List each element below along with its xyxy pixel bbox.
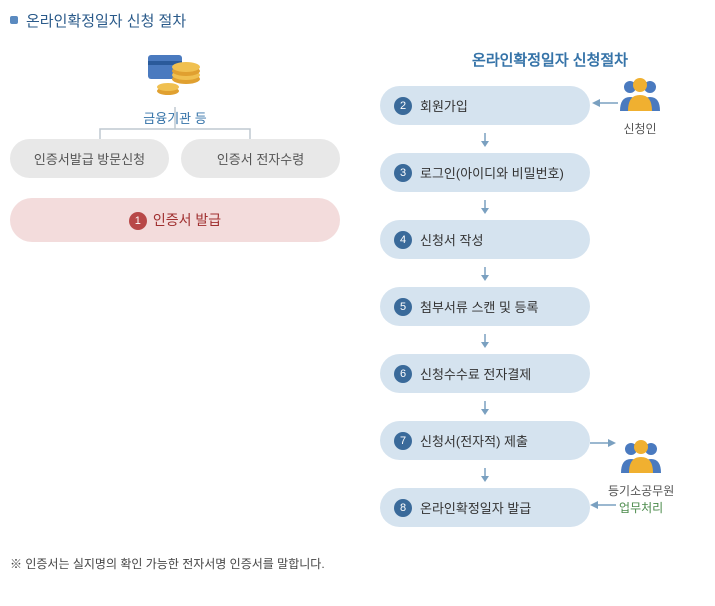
step-box-7: 7 신청서(전자적) 제출 — [380, 421, 590, 460]
actor-officer-label: 등기소공무원 — [608, 482, 674, 499]
down-arrow-icon — [380, 133, 590, 147]
step-badge: 4 — [394, 231, 412, 249]
down-arrow-icon — [380, 267, 590, 281]
step-label: 로그인(아이디와 비밀번호) — [420, 163, 564, 182]
arrow-from-officer — [590, 499, 616, 511]
step-box-3: 3 로그인(아이디와 비밀번호) — [380, 153, 590, 192]
right-column: 온라인확정일자 신청절차 2 회원가입 3 로그인(아이디와 비밀번호) 4 신청서 작성… — [380, 49, 690, 535]
step-label: 신청서 작성 — [420, 230, 483, 249]
gray-box-visit: 인증서발급 방문신청 — [10, 139, 169, 178]
down-arrow-icon — [380, 334, 590, 348]
red-badge: 1 — [129, 212, 147, 230]
step-label: 신청서(전자적) 제출 — [420, 431, 528, 450]
people-icon — [619, 439, 663, 475]
footnote: ※ 인증서는 실지명의 확인 가능한 전자서명 인증서를 말합니다. — [10, 555, 705, 572]
step-badge: 6 — [394, 365, 412, 383]
down-arrow-icon — [380, 200, 590, 214]
right-title: 온라인확정일자 신청절차 — [380, 49, 690, 70]
finance-icon-label: 금융기관 등 — [10, 108, 340, 127]
red-box-cert: 1 인증서 발급 — [10, 198, 340, 242]
step-box-4: 4 신청서 작성 — [380, 220, 590, 259]
step-badge: 8 — [394, 499, 412, 517]
diagram-container: 금융기관 등 인증서발급 방문신청 인증서 전자수령 1 인증서 발급 온라인확정… — [10, 49, 705, 535]
step-badge: 5 — [394, 298, 412, 316]
step-label: 온라인확정일자 발급 — [420, 498, 531, 517]
arrow-from-applicant — [592, 97, 618, 109]
step-label: 첨부서류 스캔 및 등록 — [420, 297, 538, 316]
left-column: 금융기관 등 인증서발급 방문신청 인증서 전자수령 1 인증서 발급 — [10, 49, 340, 535]
step-box-6: 6 신청수수료 전자결제 — [380, 354, 590, 393]
finance-icon — [10, 49, 340, 102]
step-box-2: 2 회원가입 — [380, 86, 590, 125]
step-badge: 3 — [394, 164, 412, 182]
down-arrow-icon — [380, 468, 590, 482]
step-badge: 2 — [394, 97, 412, 115]
page-title: 온라인확정일자 신청 절차 — [10, 10, 705, 31]
left-gray-row: 인증서발급 방문신청 인증서 전자수령 — [10, 139, 340, 178]
step-badge: 7 — [394, 432, 412, 450]
arrow-to-officer — [590, 437, 616, 449]
down-arrow-icon — [380, 401, 590, 415]
actor-applicant: 신청인 — [618, 77, 662, 137]
step-label: 회원가입 — [420, 96, 468, 115]
actor-applicant-label: 신청인 — [618, 120, 662, 137]
gray-box-receive: 인증서 전자수령 — [181, 139, 340, 178]
red-box-label: 인증서 발급 — [153, 212, 221, 228]
actor-officer-sublabel: 업무처리 — [608, 499, 674, 516]
step-label: 신청수수료 전자결제 — [420, 364, 531, 383]
people-icon — [618, 77, 662, 113]
step-box-8: 8 온라인확정일자 발급 — [380, 488, 590, 527]
actor-officer: 등기소공무원 업무처리 — [608, 439, 674, 516]
step-box-5: 5 첨부서류 스캔 및 등록 — [380, 287, 590, 326]
